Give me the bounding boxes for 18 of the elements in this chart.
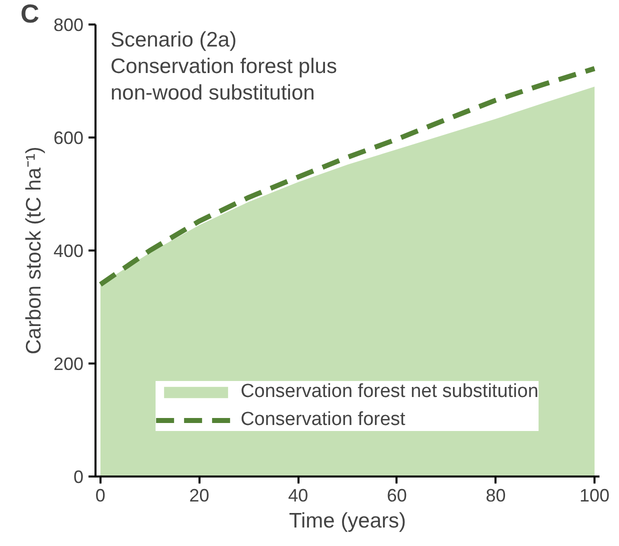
legend-label: Conservation forest net substitution bbox=[240, 381, 538, 403]
x-tick-label: 0 bbox=[95, 486, 106, 506]
x-tick-label: 40 bbox=[288, 486, 308, 506]
text: Conservation forest plus non-wood substitution bbox=[110, 54, 337, 104]
y-axis-title: Carbon stock (tC ha⁻¹) bbox=[22, 146, 46, 354]
x-tick-label: 60 bbox=[386, 486, 407, 506]
y-tick-label: 600 bbox=[53, 128, 84, 148]
chart-title: Scenario (2a) bbox=[110, 28, 237, 52]
legend-label: Conservation forest bbox=[240, 409, 406, 431]
x-axis-title: Time (years) bbox=[288, 510, 406, 532]
y-tick-label: 400 bbox=[53, 241, 84, 261]
text: C bbox=[20, 0, 40, 28]
x-tick-label: 100 bbox=[580, 486, 610, 506]
y-tick-label: 800 bbox=[53, 15, 84, 35]
y-tick-label: 200 bbox=[53, 354, 84, 374]
y-tick-label: 0 bbox=[73, 467, 84, 487]
x-tick-label: 80 bbox=[486, 486, 506, 506]
x-tick-label: 20 bbox=[189, 486, 210, 506]
